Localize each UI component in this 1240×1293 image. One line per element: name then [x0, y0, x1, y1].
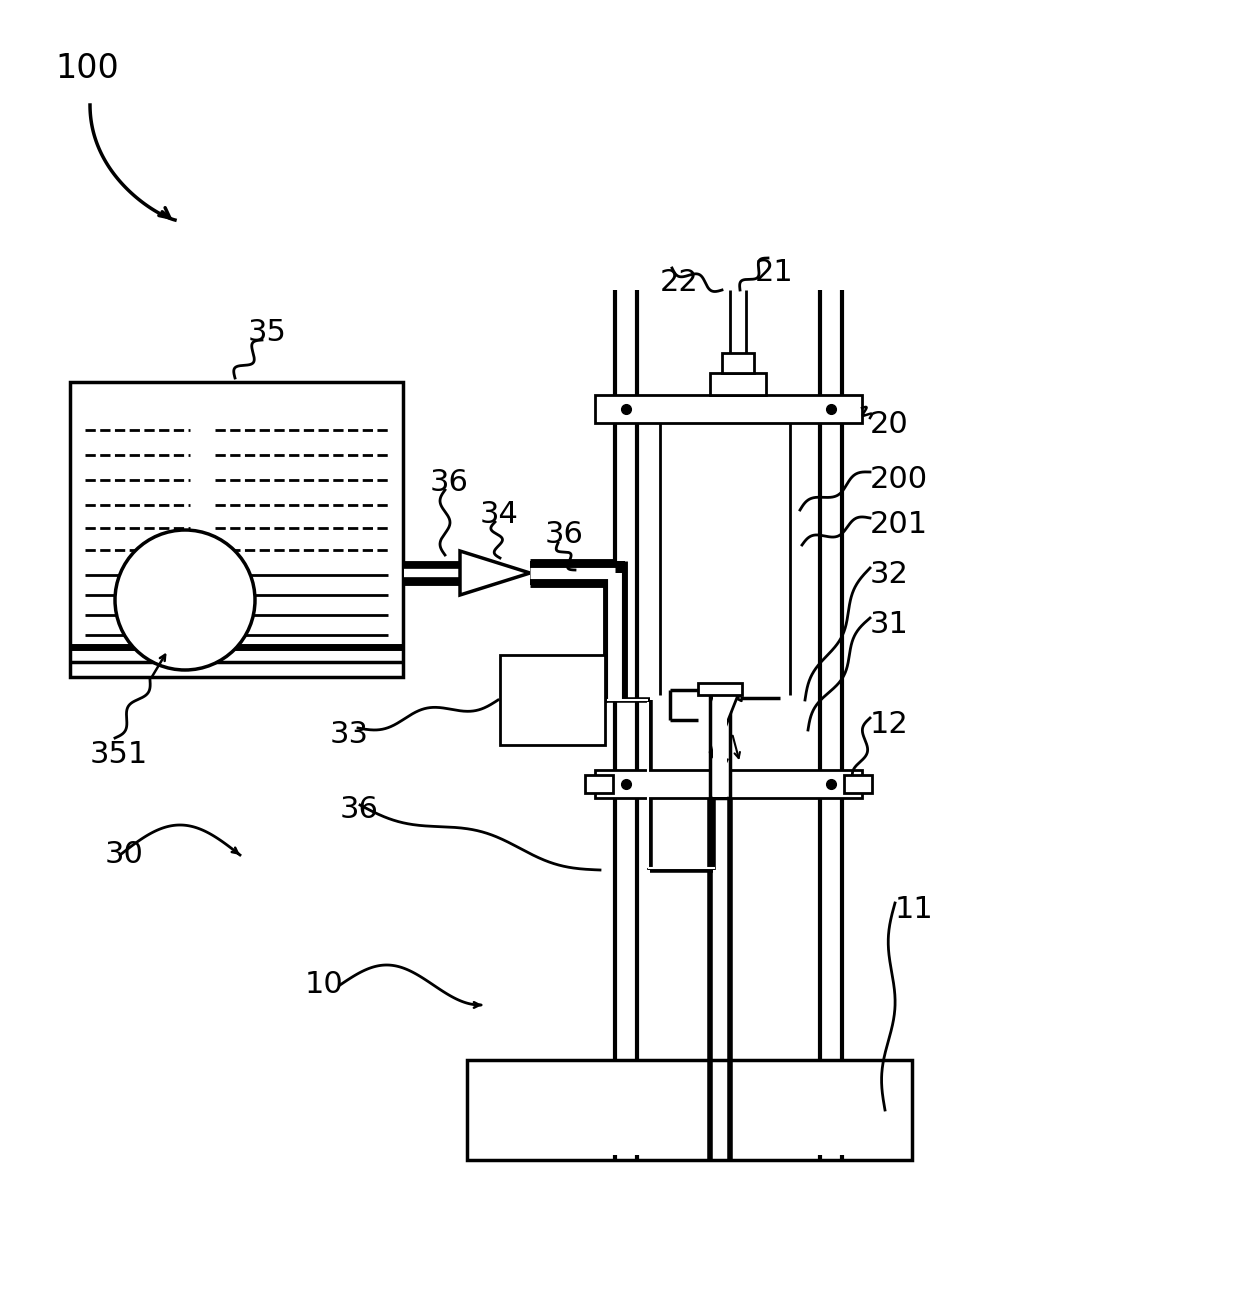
Bar — [69, 381, 403, 678]
Bar — [595, 394, 862, 423]
Bar — [595, 771, 862, 798]
Bar — [585, 775, 613, 793]
Text: 10: 10 — [305, 970, 343, 999]
Text: 20: 20 — [870, 410, 909, 440]
Polygon shape — [460, 551, 529, 595]
Bar — [529, 561, 615, 584]
Bar — [698, 683, 742, 696]
Text: 36: 36 — [340, 795, 379, 824]
Text: 11: 11 — [895, 895, 934, 924]
Text: 21: 21 — [755, 259, 794, 287]
Bar — [713, 696, 727, 796]
Circle shape — [115, 530, 255, 670]
Text: 33: 33 — [330, 720, 370, 749]
Text: 31: 31 — [870, 610, 909, 639]
Text: 36: 36 — [430, 468, 469, 497]
Text: 35: 35 — [248, 318, 286, 347]
Text: 22: 22 — [660, 268, 699, 297]
Polygon shape — [711, 690, 740, 728]
Text: 201: 201 — [870, 509, 928, 539]
Bar — [403, 562, 460, 583]
Text: 34: 34 — [480, 500, 518, 529]
Bar — [722, 353, 754, 372]
Bar — [711, 372, 766, 394]
Text: 30: 30 — [105, 840, 144, 869]
Bar — [500, 656, 605, 745]
Text: 36: 36 — [546, 520, 584, 550]
Bar — [711, 696, 730, 798]
Bar — [467, 1060, 911, 1160]
Text: 100: 100 — [55, 52, 119, 85]
Bar — [605, 561, 625, 700]
Text: 32: 32 — [870, 560, 909, 590]
Text: 200: 200 — [870, 465, 928, 494]
Text: 12: 12 — [870, 710, 909, 740]
Text: 351: 351 — [91, 740, 149, 769]
Bar — [844, 775, 872, 793]
